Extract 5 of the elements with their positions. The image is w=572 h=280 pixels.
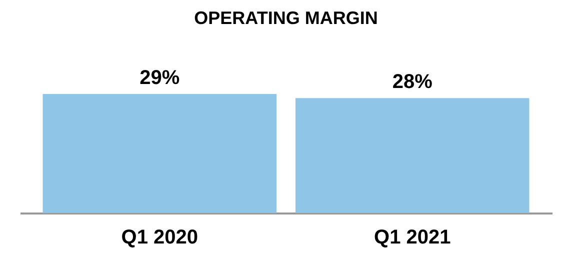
data-label: 29%	[140, 67, 180, 89]
x-tick-label: Q1 2020	[121, 226, 198, 248]
data-label: 28%	[392, 71, 433, 94]
chart-title: OPERATING MARGIN	[194, 8, 378, 28]
x-tick-label: Q1 2021	[374, 226, 451, 248]
